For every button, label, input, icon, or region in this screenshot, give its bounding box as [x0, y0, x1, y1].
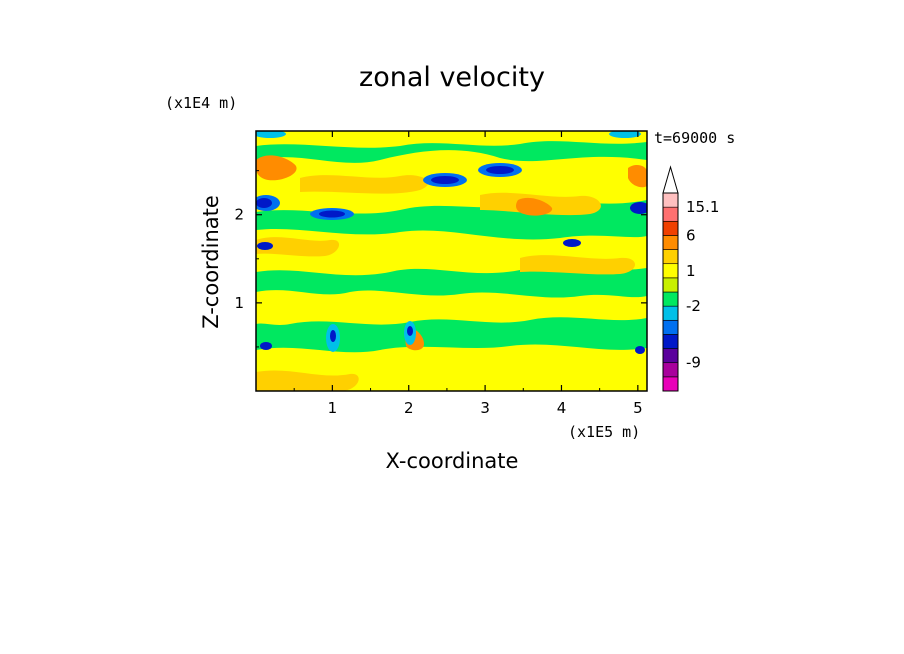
- time-label: t=69000 s: [654, 129, 735, 147]
- x-tick-label: 3: [480, 399, 490, 417]
- contour-band-orange: [256, 370, 359, 391]
- contour-band-orange: [520, 255, 635, 275]
- colorbar-swatch: [662, 334, 679, 349]
- contour-cell-blue: [431, 176, 459, 184]
- colorbar-swatch: [662, 291, 679, 307]
- y-unit-label: (x1E4 m): [165, 94, 237, 112]
- contour-cell-blue: [609, 131, 641, 138]
- y-axis-label: Z-coordinate: [199, 195, 223, 329]
- contour-cell-blue: [256, 131, 286, 138]
- colorbar-swatch: [662, 220, 679, 236]
- contour-cell-blue: [330, 330, 336, 342]
- colorbar-label: -9: [686, 354, 701, 372]
- y-ticks: 12: [234, 170, 647, 348]
- contour-cell-blue: [257, 242, 273, 250]
- contour-cell-blue: [635, 346, 645, 354]
- contour-band-yellow: [256, 290, 647, 325]
- x-tick-label: 4: [557, 399, 567, 417]
- contour-band-red: [628, 165, 647, 188]
- contour-cell-blue: [630, 202, 647, 214]
- chart-title: zonal velocity: [359, 62, 545, 93]
- contour-band-red: [256, 155, 297, 181]
- colorbar-swatch: [662, 206, 679, 222]
- colorbar-swatch: [662, 305, 679, 321]
- y-tick-label: 2: [234, 206, 244, 224]
- contour-cell-blue: [260, 342, 272, 350]
- y-tick-label: 1: [234, 294, 244, 312]
- colorbar-swatch: [662, 376, 679, 392]
- colorbar-swatch: [662, 277, 679, 293]
- contour-field: [256, 131, 647, 391]
- x-tick-label: 2: [404, 399, 414, 417]
- colorbar-frame: [662, 192, 679, 392]
- colorbar-label: 6: [686, 226, 696, 244]
- colorbar-extend-arrow: [662, 165, 679, 194]
- x-unit-label: (x1E5 m): [568, 423, 640, 441]
- colorbar-swatch: [662, 192, 679, 208]
- contour-cell-blue: [319, 210, 345, 218]
- contour-band-red: [516, 197, 553, 216]
- colorbar-swatch: [662, 249, 679, 265]
- contour-band-orange: [300, 175, 429, 194]
- contour-cell-blue: [563, 239, 581, 247]
- x-tick-label: 1: [328, 399, 338, 417]
- colorbar-label: -2: [686, 297, 701, 315]
- colorbar-label: 15.1: [686, 198, 719, 216]
- colorbar-swatch: [662, 235, 679, 250]
- x-ticks: 1 2 3 4 5: [293, 131, 643, 417]
- colorbar-swatch: [662, 319, 679, 335]
- contour-cell-blue: [256, 198, 272, 208]
- colorbar-swatch: [662, 362, 679, 378]
- colorbar: 15.1 6 1 -2 -9: [662, 165, 719, 392]
- contour-band-yellow: [256, 131, 647, 148]
- contour-cell-blue: [486, 166, 514, 174]
- colorbar-swatch: [662, 348, 679, 364]
- plot-frame: [255, 130, 648, 392]
- contour-band-orange: [256, 237, 340, 257]
- colorbar-swatch: [662, 263, 679, 279]
- colorbar-label: 1: [686, 262, 696, 280]
- x-tick-label: 5: [633, 399, 643, 417]
- contour-cell-blue: [407, 326, 413, 336]
- x-axis-label: X-coordinate: [386, 449, 519, 473]
